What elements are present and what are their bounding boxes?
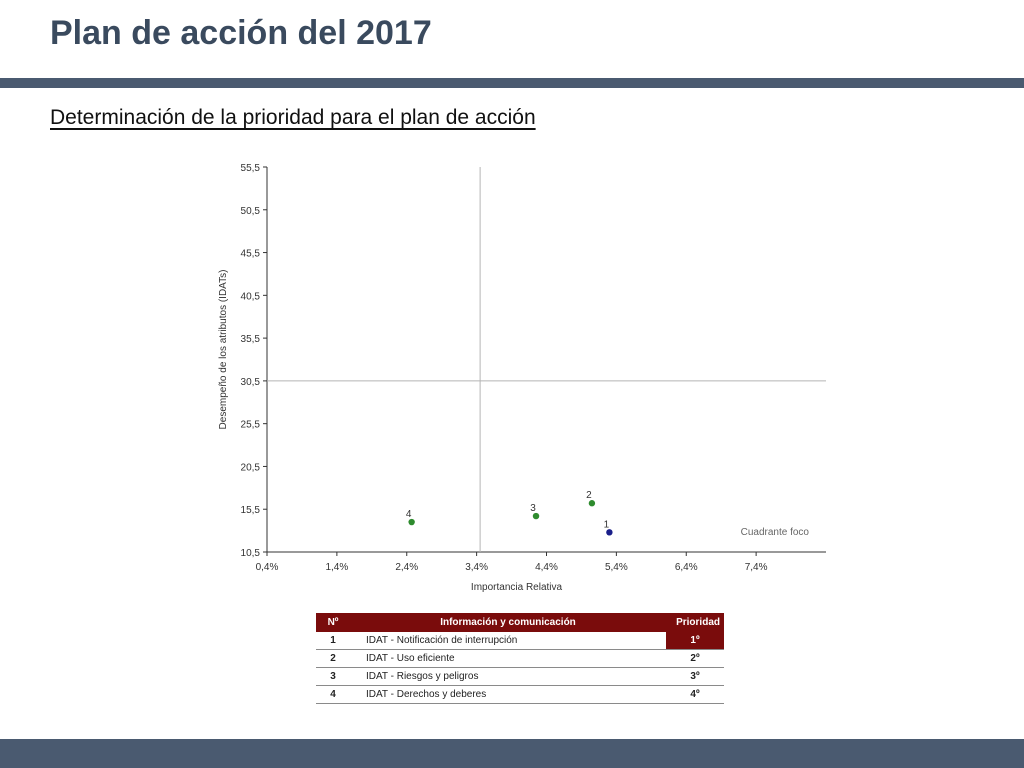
- table-row: 4 IDAT - Derechos y deberes 4º: [316, 685, 724, 704]
- table-row: 2 IDAT - Uso eficiente 2º: [316, 649, 724, 668]
- row-priority: 1º: [666, 632, 724, 650]
- row-info: IDAT - Derechos y deberes: [350, 685, 666, 704]
- y-tick-label: 30,5: [241, 377, 261, 388]
- priority-scatter-chart: 10,5 15,5 20,5 25,5 30,5 35,5 40,5 45,5 50,5 55,5…: [218, 163, 826, 593]
- y-tick-label: 35,5: [241, 334, 261, 345]
- row-info: IDAT - Riesgos y peligros: [350, 667, 666, 686]
- x-tick-label: 4,4%: [535, 562, 558, 573]
- row-priority: 4º: [666, 685, 724, 704]
- data-point-4: [408, 518, 415, 526]
- data-point-label-1: 1: [604, 519, 610, 530]
- y-tick-label: 15,5: [241, 505, 261, 516]
- slide-subtitle: Determinación de la prioridad para el pl…: [50, 106, 536, 129]
- data-point-2: [588, 500, 596, 507]
- row-priority: 2º: [666, 649, 724, 668]
- row-priority: 3º: [666, 667, 724, 686]
- x-tick-label: 7,4%: [745, 562, 768, 573]
- y-tick-label: 10,5: [241, 548, 261, 559]
- priority-table: Nº Información y comunicación Prioridad …: [316, 613, 724, 704]
- header-num: Nº: [316, 613, 350, 632]
- y-tick-label: 45,5: [241, 249, 261, 260]
- x-tick-label: 1,4%: [325, 562, 348, 573]
- data-point-3: [532, 512, 540, 520]
- y-tick-label: 55,5: [241, 163, 261, 174]
- header-priority: Prioridad: [666, 613, 724, 632]
- x-tick-label: 0,4%: [256, 562, 279, 573]
- x-tick-label: 6,4%: [675, 562, 698, 573]
- slide-title: Plan de acción del 2017: [50, 14, 432, 52]
- x-axis-label: Importancia Relativa: [471, 582, 563, 593]
- y-axis-label: Desempeño de los atributos (IDATs): [218, 270, 229, 430]
- x-tick-label: 2,4%: [395, 562, 418, 573]
- x-tick-label: 5,4%: [605, 562, 628, 573]
- quadrant-label: Cuadrante foco: [741, 527, 810, 538]
- table-header-row: Nº Información y comunicación Prioridad: [316, 613, 724, 632]
- x-tick-label: 3,4%: [465, 562, 488, 573]
- row-info: IDAT - Uso eficiente: [350, 649, 666, 668]
- top-divider-bar: [0, 78, 1024, 88]
- y-tick-label: 25,5: [241, 420, 261, 431]
- data-point-label-4: 4: [406, 509, 412, 520]
- y-tick-label: 20,5: [241, 462, 261, 473]
- data-point-1: [606, 529, 613, 536]
- y-tick-label: 40,5: [241, 291, 261, 302]
- data-point-label-3: 3: [530, 503, 536, 514]
- table-row: 3 IDAT - Riesgos y peligros 3º: [316, 667, 724, 686]
- row-num: 2: [316, 649, 350, 668]
- data-point-label-2: 2: [586, 490, 592, 501]
- row-num: 3: [316, 667, 350, 686]
- table-row: 1 IDAT - Notificación de interrupción 1º: [316, 632, 724, 650]
- header-info: Información y comunicación: [350, 613, 666, 632]
- row-num: 1: [316, 632, 350, 650]
- row-info: IDAT - Notificación de interrupción: [350, 632, 666, 650]
- y-tick-label: 50,5: [241, 206, 261, 217]
- bottom-footer-bar: [0, 739, 1024, 768]
- row-num: 4: [316, 685, 350, 704]
